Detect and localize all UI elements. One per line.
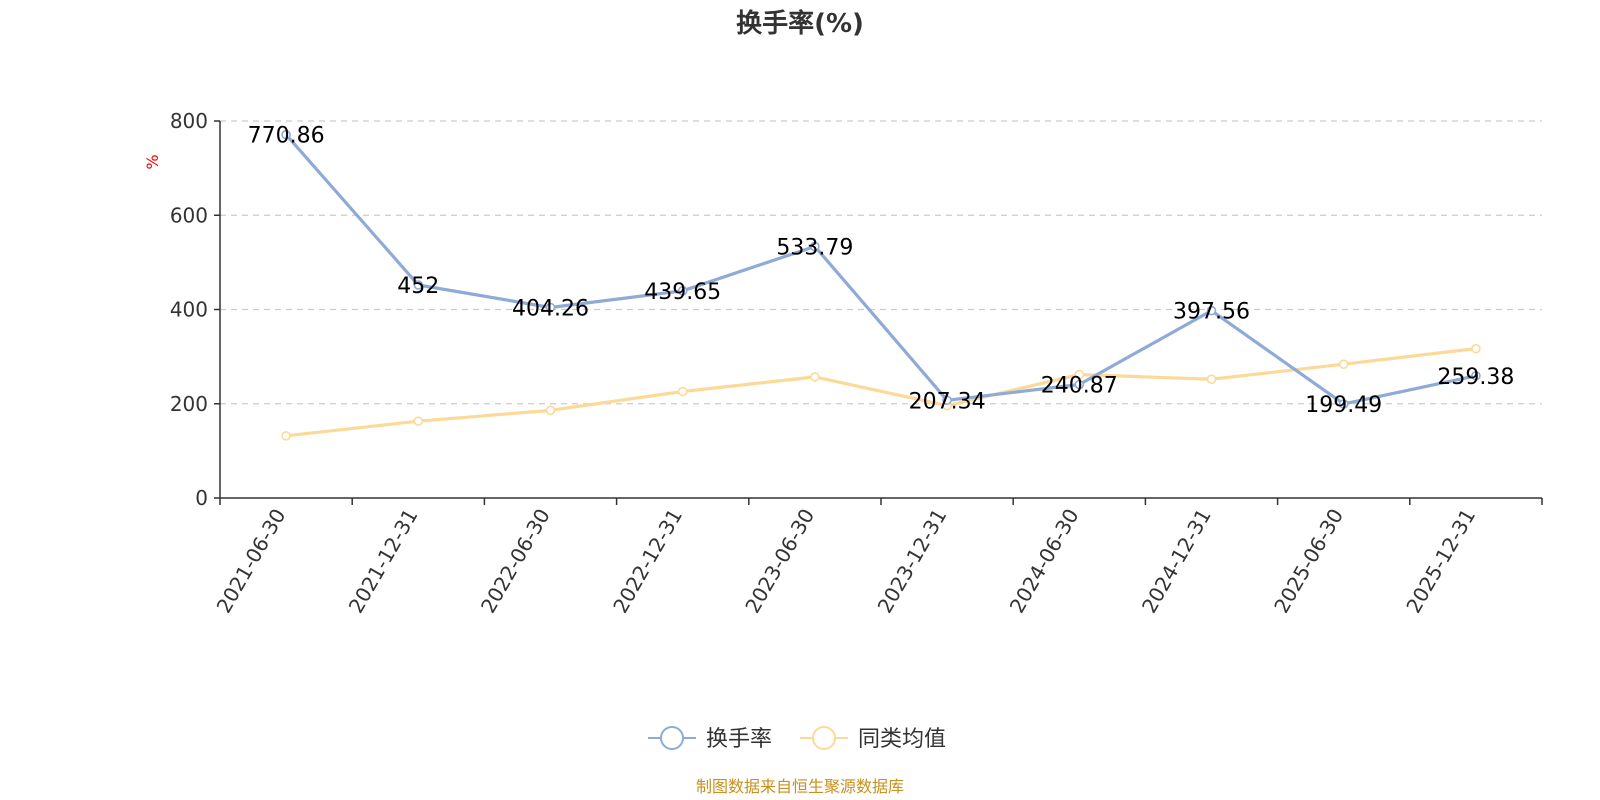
data-labels: 770.86 452 404.26 439.65 533.79 207.34 240.87 3… [248, 124, 1515, 418]
legend-label: 同类均值 [858, 727, 946, 752]
x-tick-label: 2021-12-31 [344, 505, 423, 618]
data-point [545, 302, 556, 313]
data-point [1206, 374, 1217, 385]
data-point [1471, 370, 1481, 381]
legend-swatch-marker [660, 726, 684, 750]
data-point [1074, 369, 1085, 380]
data-point [810, 241, 820, 252]
x-tick-label: 2023-06-30 [740, 505, 819, 618]
data-point [413, 280, 424, 290]
x-tick-label: 2024-06-30 [1005, 505, 1084, 618]
y-tick-label: 800 [170, 109, 208, 133]
x-tick-label: 2025-12-31 [1401, 505, 1480, 618]
legend-label: 换手率 [706, 727, 772, 752]
axes: 0 200 400 600 800 2021-06-30 2021-12-31 2022-06… [170, 109, 1543, 618]
x-tick-label: 2022-12-31 [608, 505, 687, 618]
x-tick-label: 2021-06-30 [212, 505, 291, 618]
x-tick-label: 2023-12-31 [873, 505, 952, 618]
data-point [413, 416, 424, 426]
data-point [810, 372, 820, 382]
data-point [1206, 305, 1217, 316]
data-label: 404.26 [512, 296, 589, 321]
data-label: 207.34 [909, 389, 986, 414]
y-tick-label: 400 [170, 298, 208, 322]
y-tick-label: 200 [170, 392, 208, 416]
data-label: 770.86 [248, 124, 325, 149]
data-point [677, 286, 688, 296]
data-point [1074, 379, 1085, 390]
grid-lines [220, 120, 1542, 405]
y-axis-label: % [143, 154, 162, 169]
data-label: 452 [397, 274, 439, 299]
data-label: 240.87 [1041, 373, 1118, 398]
data-label: 397.56 [1173, 300, 1250, 325]
data-point [942, 395, 952, 406]
data-label: 199.49 [1305, 393, 1382, 418]
source-note: 制图数据来自恒生聚源数据库 [696, 777, 904, 796]
series-line [285, 347, 1477, 438]
series [281, 129, 1481, 441]
data-point [1471, 343, 1481, 354]
chart-title: 换手率(%) [736, 8, 864, 39]
legend[interactable]: 换手率 同类均值 [648, 726, 946, 752]
data-point [1338, 359, 1349, 369]
legend-swatch-marker [812, 726, 836, 750]
y-tick-label: 0 [195, 486, 208, 510]
data-label: 533.79 [776, 235, 853, 260]
data-point [1338, 399, 1349, 409]
data-point [281, 129, 291, 140]
x-tick-label: 2025-06-30 [1269, 505, 1348, 618]
x-tick-label: 2024-12-31 [1137, 505, 1216, 618]
series-line [284, 133, 1477, 406]
data-point [281, 430, 291, 441]
data-point [677, 386, 688, 397]
x-tick-label: 2022-06-30 [476, 505, 555, 618]
data-label: 259.38 [1437, 365, 1514, 390]
data-label: 439.65 [644, 280, 721, 305]
y-tick-label: 600 [170, 203, 208, 227]
data-point [545, 405, 556, 416]
